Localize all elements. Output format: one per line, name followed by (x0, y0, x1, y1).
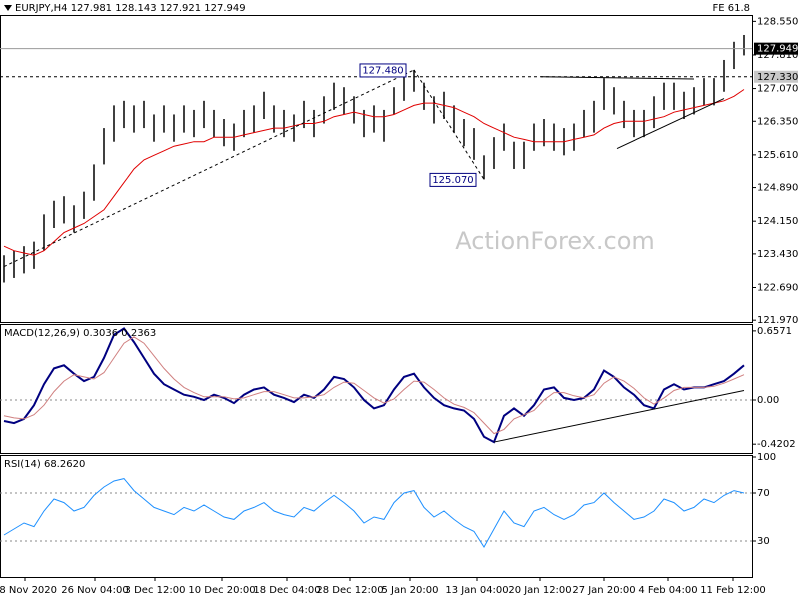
y-tick-label: 30 (757, 536, 770, 547)
y-tick-label: 0.00 (757, 395, 779, 406)
x-tick-label: 11 Feb 12:00 (700, 585, 766, 596)
y-tick-label: 123.430 (757, 249, 798, 260)
trend-line (616, 98, 725, 149)
trend-line (3, 69, 415, 268)
y-tick-label: 127.070 (757, 84, 798, 95)
y-tick-label: 128.550 (757, 16, 798, 27)
watermark: ActionForex.com (455, 227, 655, 255)
y-tick-label: 70 (757, 488, 770, 499)
y-tick-label: 126.350 (757, 116, 798, 127)
x-tick-label: 18 Nov 2020 (0, 585, 57, 596)
x-tick-label: 4 Feb 04:00 (638, 585, 697, 596)
series-line (3, 89, 745, 256)
x-tick-label: 18 Dec 04:00 (253, 585, 320, 596)
x-tick-label: 10 Dec 20:00 (188, 585, 255, 596)
symbol-icon (4, 5, 12, 11)
x-tick-label: 28 Dec 12:00 (316, 585, 383, 596)
price-tag-label: 127.330 (757, 72, 798, 83)
y-tick-label: 0.6571 (757, 326, 792, 337)
series-line (3, 327, 745, 444)
trend-line (493, 390, 745, 443)
annotation-label: 125.070 (432, 175, 473, 186)
panel-note: FE 61.8 (712, 3, 750, 14)
y-tick-label: 121.970 (757, 315, 798, 326)
x-tick-label: 5 Jan 20:00 (382, 585, 439, 596)
annotation-box (359, 63, 407, 78)
x-tick-label: 3 Dec 12:00 (125, 585, 186, 596)
panel-title: MACD(12,26,9) 0.3036 0.2363 (4, 328, 156, 339)
macd-panel-frame (0, 324, 753, 454)
price-tag (754, 70, 798, 83)
series-line (3, 478, 745, 548)
y-tick-label: 124.890 (757, 183, 798, 194)
price-tag (754, 42, 798, 55)
annotation-label: 127.480 (362, 65, 403, 76)
y-tick-label: 125.610 (757, 150, 798, 161)
y-tick-label: 100 (757, 452, 776, 463)
rsi-panel-frame (0, 455, 753, 578)
x-tick-label: 13 Jan 04:00 (445, 585, 508, 596)
panel-title: RSI(14) 68.2620 (4, 459, 85, 470)
y-tick-label: 122.690 (757, 282, 798, 293)
price-panel-frame (0, 15, 753, 323)
x-tick-label: 26 Nov 04:00 (61, 585, 128, 596)
annotation-box (429, 172, 477, 187)
y-tick-label: 124.150 (757, 216, 798, 227)
x-tick-label: 27 Jan 20:00 (572, 585, 635, 596)
price-tag-label: 127.949 (757, 44, 798, 55)
trend-line (540, 76, 695, 80)
trend-line (413, 69, 485, 180)
y-tick-label: -0.4202 (757, 439, 796, 450)
panel-title: EURJPY,H4 127.981 128.143 127.921 127.94… (15, 3, 246, 14)
y-tick-label: 127.810 (757, 50, 798, 61)
series-line (3, 336, 745, 435)
x-tick-label: 20 Jan 12:00 (508, 585, 571, 596)
